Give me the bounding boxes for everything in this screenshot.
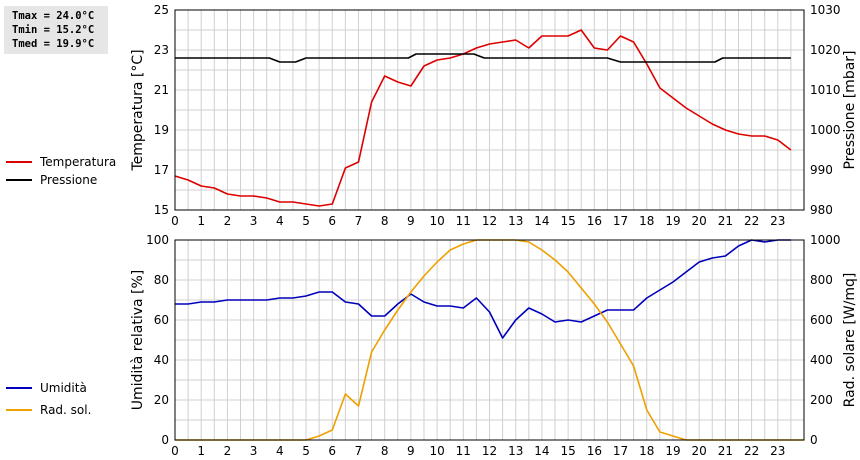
x-tick-label: 8: [381, 214, 389, 228]
x-tick-label: 10: [429, 444, 444, 458]
temperature-axis-label: Temperatura [°C]: [130, 49, 146, 171]
x-tick-label: 18: [639, 444, 654, 458]
tmin-text: Tmin = 15.2°C: [12, 24, 95, 36]
x-tick-label: 0: [171, 214, 179, 228]
x-tick-label: 4: [276, 214, 284, 228]
x-tick-label: 5: [302, 444, 310, 458]
temperature-pressure-chart: 0 1 2 3 4 5 6 7 8 9 10 11 12 13 14 15 16 17 18 19 20 21 22 2315…: [6, 3, 858, 228]
tmax-text: Tmax = 24.0°C: [12, 10, 95, 22]
x-tick-label: 1: [197, 444, 205, 458]
humidity-radiation-chart: 0 1 2 3 4 5 6 7 8 9 10 11 12 13 14 15 16 17 18 19 20 21 22 2302…: [6, 233, 858, 458]
x-tick-label: 3: [250, 444, 258, 458]
y-right-tick-label: 1000: [810, 233, 841, 247]
x-tick-label: 10: [429, 214, 444, 228]
y-right-tick-label: 1010: [810, 83, 841, 97]
temperature-chart-frame: [174, 9, 805, 211]
temperatura-line: [174, 29, 792, 207]
x-tick-label: 22: [744, 444, 759, 458]
y-right-tick-label: 990: [810, 163, 833, 177]
y-left-tick-label: 80: [154, 273, 169, 287]
x-tick-label: 23: [770, 214, 785, 228]
x-tick-label: 2: [224, 444, 232, 458]
humidity-grid: [175, 240, 804, 440]
temperature-pressure-legend: Temperatura Pressione: [6, 155, 116, 187]
x-tick-label: 19: [665, 444, 680, 458]
y-left-tick-label: 23: [154, 43, 169, 57]
x-tick-label: 16: [587, 214, 602, 228]
x-tick-label: 16: [587, 444, 602, 458]
x-tick-label: 5: [302, 214, 310, 228]
legend-radiation-label: Rad. sol.: [40, 403, 91, 417]
temperature-pressure-lines: [174, 29, 792, 207]
x-tick-label: 3: [250, 214, 258, 228]
x-tick-label: 18: [639, 214, 654, 228]
x-tick-label: 19: [665, 214, 680, 228]
y-left-tick-label: 15: [154, 203, 169, 217]
humidity-chart-frame: [174, 239, 805, 441]
x-tick-label: 20: [692, 444, 707, 458]
x-tick-label: 12: [482, 214, 497, 228]
x-tick-label: 9: [407, 214, 415, 228]
y-right-tick-label: 1030: [810, 3, 841, 17]
y-right-tick-label: 600: [810, 313, 833, 327]
humidity-axis-label: Umidità relativa [%]: [130, 270, 146, 411]
y-right-tick-label: 400: [810, 353, 833, 367]
x-tick-label: 12: [482, 444, 497, 458]
x-tick-label: 9: [407, 444, 415, 458]
legend-temperature-label: Temperatura: [39, 155, 116, 169]
x-tick-label: 4: [276, 444, 284, 458]
x-tick-label: 11: [456, 214, 471, 228]
x-tick-label: 8: [381, 444, 389, 458]
x-tick-label: 17: [613, 214, 628, 228]
y-left-tick-label: 40: [154, 353, 169, 367]
x-tick-label: 14: [534, 214, 549, 228]
x-tick-label: 23: [770, 444, 785, 458]
pressure-axis-label: Pressione [mbar]: [842, 50, 858, 169]
x-tick-label: 6: [328, 214, 336, 228]
x-tick-label: 21: [718, 444, 733, 458]
x-tick-label: 1: [197, 214, 205, 228]
temperature-grid: [175, 10, 804, 210]
y-right-tick-label: 1000: [810, 123, 841, 137]
legend-pressure-label: Pressione: [40, 173, 97, 187]
temperature-chart-ticks: 0 1 2 3 4 5 6 7 8 9 10 11 12 13 14 15 16 17 18 19 20 21 22 2315…: [154, 3, 841, 228]
y-left-tick-label: 0: [161, 433, 169, 447]
y-left-tick-label: 25: [154, 3, 169, 17]
radiation-axis-label: Rad. solare [W/mq]: [842, 273, 858, 408]
legend-humidity-label: Umidità: [40, 381, 87, 395]
y-right-tick-label: 0: [810, 433, 818, 447]
y-right-tick-label: 1020: [810, 43, 841, 57]
y-right-tick-label: 800: [810, 273, 833, 287]
x-tick-label: 13: [508, 444, 523, 458]
humidity-chart-ticks: 0 1 2 3 4 5 6 7 8 9 10 11 12 13 14 15 16 17 18 19 20 21 22 2302…: [146, 233, 840, 458]
umidit-line: [175, 239, 791, 339]
y-left-tick-label: 21: [154, 83, 169, 97]
x-tick-label: 11: [456, 444, 471, 458]
tmed-text: Tmed = 19.9°C: [12, 38, 95, 50]
humidity-radiation-legend: Umidità Rad. sol.: [6, 381, 91, 417]
x-tick-label: 7: [355, 214, 363, 228]
x-tick-label: 15: [560, 214, 575, 228]
x-tick-label: 2: [224, 214, 232, 228]
y-left-tick-label: 19: [154, 123, 169, 137]
stats-box: Tmax = 24.0°C Tmin = 15.2°C Tmed = 19.9°…: [4, 6, 108, 54]
y-left-tick-label: 60: [154, 313, 169, 327]
x-tick-label: 6: [328, 444, 336, 458]
x-tick-label: 7: [355, 444, 363, 458]
x-tick-label: 21: [718, 214, 733, 228]
x-tick-label: 13: [508, 214, 523, 228]
x-tick-label: 15: [560, 444, 575, 458]
x-tick-label: 22: [744, 214, 759, 228]
y-right-tick-label: 200: [810, 393, 833, 407]
x-tick-label: 0: [171, 444, 179, 458]
x-tick-label: 20: [692, 214, 707, 228]
pressione-line: [175, 53, 791, 63]
y-left-tick-label: 20: [154, 393, 169, 407]
x-tick-label: 17: [613, 444, 628, 458]
y-right-tick-label: 980: [810, 203, 833, 217]
y-left-tick-label: 17: [154, 163, 169, 177]
y-left-tick-label: 100: [146, 233, 169, 247]
x-tick-label: 14: [534, 444, 549, 458]
